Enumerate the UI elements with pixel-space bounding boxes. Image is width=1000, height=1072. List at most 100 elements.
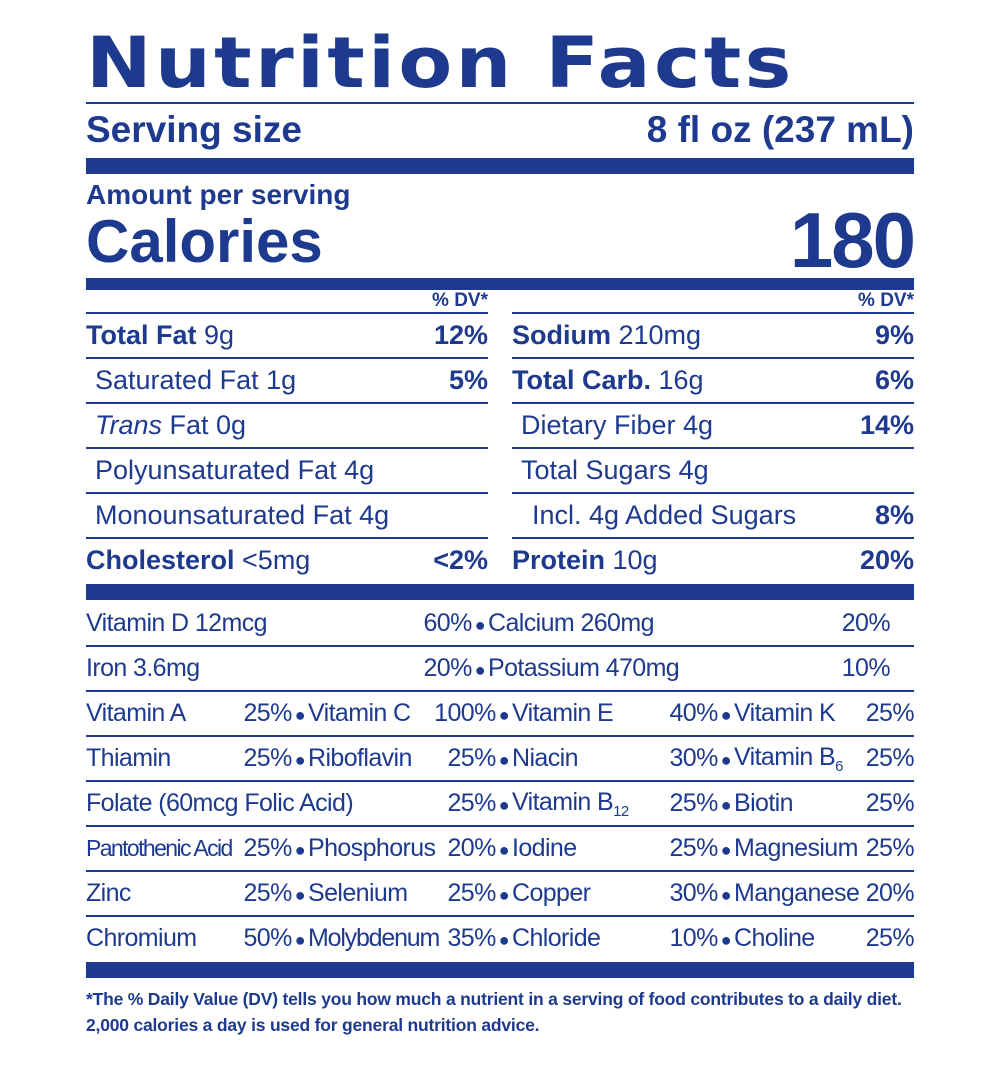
divider bbox=[86, 102, 914, 104]
vitamin-dv: 20% bbox=[423, 654, 472, 682]
serving-size-row: Serving size 8 fl oz (237 mL) bbox=[86, 104, 914, 156]
nutrient-name-bold: Protein bbox=[512, 545, 606, 575]
vitamin-dv: 25% bbox=[865, 924, 915, 952]
nutrient-row: Protein 10g 20% bbox=[512, 537, 914, 582]
vitamin-dv: 25% bbox=[447, 879, 496, 907]
vitamin-name: Vitamin A bbox=[86, 699, 186, 727]
vitamin-dv: 25% bbox=[243, 834, 292, 862]
nutrient-name: Dietary Fiber 4g bbox=[521, 410, 714, 440]
vitamin-name: Vitamin K bbox=[734, 699, 836, 727]
nutrient-amount: 16g bbox=[651, 365, 704, 395]
nutrient-name: Total Sugars 4g bbox=[521, 455, 709, 485]
bullet-icon: ● bbox=[498, 930, 510, 950]
serving-size-value: 8 fl oz (237 mL) bbox=[646, 109, 914, 150]
vitamin-name: Chromium bbox=[86, 924, 197, 952]
bullet-icon: ● bbox=[720, 930, 732, 950]
vitamin-dv: 50% bbox=[243, 924, 292, 952]
vitamin-dv: 30% bbox=[669, 744, 718, 772]
divider-thick bbox=[86, 584, 914, 600]
serving-size-label: Serving size bbox=[86, 109, 302, 150]
vitamin-name: Chloride bbox=[512, 924, 601, 952]
vitamin-dv: 100% bbox=[434, 699, 496, 727]
bullet-icon: ● bbox=[720, 705, 732, 725]
nutrient-row: Polyunsaturated Fat 4g bbox=[86, 447, 488, 492]
vitamin-name: Vitamin B bbox=[734, 742, 836, 771]
vitamin-dv: 35% bbox=[447, 924, 496, 952]
bullet-icon: ● bbox=[294, 840, 306, 860]
vitamin-dv: 25% bbox=[447, 744, 496, 772]
vitamin-name: Riboflavin bbox=[308, 744, 412, 772]
vitamins-minerals-section: Vitamin D 12mcg 60% ● Calcium 260mg 20% Iro… bbox=[86, 602, 915, 960]
vitamin-name: Vitamin C bbox=[308, 699, 411, 727]
nutrient-dv: 12% bbox=[433, 320, 488, 350]
vitamin-name: Folate (60mcg Folic Acid) bbox=[86, 789, 354, 817]
vitamin-dv: 25% bbox=[447, 789, 496, 817]
vitamin-dv: 25% bbox=[243, 744, 292, 772]
nutrient-row: Monounsaturated Fat 4g bbox=[86, 492, 488, 537]
vitamin-name: Vitamin D 12mcg bbox=[86, 609, 268, 637]
nutrient-name: Monounsaturated Fat 4g bbox=[95, 500, 390, 530]
nutrient-name-bold: Total Carb. bbox=[512, 365, 652, 395]
vitamin-dv: 10% bbox=[841, 654, 891, 682]
vitamin-row: Vitamin D 12mcg 60% ● Calcium 260mg 20% bbox=[86, 602, 914, 645]
vitamin-dv: 20% bbox=[841, 609, 891, 637]
vitamin-row: Zinc 25% ● Selenium 25% ● Copper 30% ● Mangane… bbox=[86, 870, 915, 915]
nutrient-name-bold: Total Fat bbox=[86, 320, 197, 350]
vitamin-dv: 25% bbox=[243, 879, 292, 907]
bullet-icon: ● bbox=[498, 840, 510, 860]
nutrient-amount: 210mg bbox=[611, 320, 702, 350]
nutrient-amount: Fat 0g bbox=[162, 410, 247, 440]
nutrient-dv: 14% bbox=[859, 410, 914, 440]
vitamin-name: Iodine bbox=[512, 834, 577, 862]
bullet-icon: ● bbox=[498, 705, 510, 725]
calories-value: 180 bbox=[789, 196, 916, 284]
vitamin-name: Iron 3.6mg bbox=[86, 654, 200, 682]
vitamin-dv: 25% bbox=[865, 699, 915, 727]
vitamin-name: Vitamin B bbox=[512, 787, 614, 816]
bullet-icon: ● bbox=[720, 840, 732, 860]
nutrition-facts-label: Nutrition Facts Serving size 8 fl oz (23… bbox=[86, 28, 916, 1048]
divider-thick bbox=[86, 962, 914, 978]
vitamin-dv: 25% bbox=[669, 834, 718, 862]
vitamin-dv: 60% bbox=[423, 609, 472, 637]
vitamin-name: Zinc bbox=[86, 879, 131, 907]
divider-thick bbox=[86, 278, 914, 290]
nutrient-row: Saturated Fat 1g 5% bbox=[86, 357, 488, 402]
vitamin-name: Magnesium bbox=[734, 834, 858, 862]
nutrient-row: Total Fat 9g 12% bbox=[86, 312, 488, 357]
bullet-icon: ● bbox=[720, 795, 732, 815]
divider-thick bbox=[86, 158, 914, 174]
nutrient-columns: % DV* Total Fat 9g 12% Saturated Fat 1g … bbox=[86, 290, 914, 582]
vitamin-dv: 25% bbox=[669, 789, 718, 817]
vitamin-dv: 30% bbox=[669, 879, 718, 907]
nutrient-name: Incl. 4g Added Sugars bbox=[532, 500, 797, 530]
nutrient-dv: 5% bbox=[448, 365, 488, 395]
calories-label: Calories bbox=[86, 208, 323, 275]
vitamin-subscript: 12 bbox=[613, 802, 629, 820]
nutrient-row: Total Carb. 16g 6% bbox=[512, 357, 914, 402]
nutrient-amount: 9g bbox=[196, 320, 235, 350]
bullet-icon: ● bbox=[294, 885, 306, 905]
nutrient-row: Total Sugars 4g bbox=[512, 447, 914, 492]
nutrient-row: Incl. 4g Added Sugars 8% bbox=[512, 492, 914, 537]
vitamin-dv: 40% bbox=[669, 699, 718, 727]
bullet-icon: ● bbox=[474, 615, 486, 635]
nutrient-column-right: % DV* Sodium 210mg 9% Total Carb. 16g 6%… bbox=[512, 290, 914, 582]
vitamin-name: Vitamin E bbox=[512, 699, 614, 727]
nutrient-row: Sodium 210mg 9% bbox=[512, 312, 914, 357]
vitamin-name: Choline bbox=[734, 924, 815, 952]
nutrient-row: Dietary Fiber 4g 14% bbox=[512, 402, 914, 447]
nutrient-name: Polyunsaturated Fat 4g bbox=[95, 455, 375, 485]
vitamin-row: Iron 3.6mg 20% ● Potassium 470mg 10% bbox=[86, 645, 914, 690]
nutrient-dv: 8% bbox=[874, 500, 914, 530]
vitamin-name: Calcium 260mg bbox=[488, 609, 654, 637]
amount-per-serving: Amount per serving bbox=[86, 179, 351, 210]
vitamin-dv: 25% bbox=[865, 834, 915, 862]
bullet-icon: ● bbox=[498, 795, 510, 815]
nutrient-row: Cholesterol <5mg <2% bbox=[86, 537, 488, 582]
vitamin-name: Phosphorus bbox=[308, 834, 436, 862]
vitamin-name: Copper bbox=[512, 879, 591, 907]
bullet-icon: ● bbox=[498, 885, 510, 905]
nutrient-amount: 10g bbox=[605, 545, 658, 575]
vitamin-name: Thiamin bbox=[86, 744, 171, 772]
